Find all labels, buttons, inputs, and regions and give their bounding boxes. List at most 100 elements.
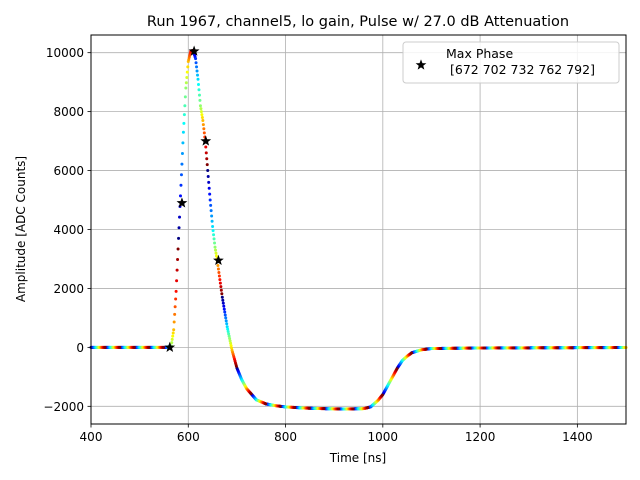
pulse-sample-point <box>208 192 212 196</box>
pulse-sample-point <box>204 151 208 155</box>
pulse-sample-point <box>195 69 199 73</box>
max-phase-markers <box>164 45 224 352</box>
pulse-sample-point <box>219 288 223 292</box>
y-tick-label: −2000 <box>43 400 84 414</box>
pulse-sample-point <box>196 83 200 87</box>
pulse-sample-point <box>234 364 238 368</box>
pulse-sample-point <box>229 341 233 345</box>
pulse-sample-point <box>395 367 399 371</box>
x-axis-ticks: 400 600 800 1000 1200 1400 <box>80 424 593 444</box>
pulse-sample-point <box>307 406 311 410</box>
grid-lines <box>90 35 626 424</box>
pulse-sample-point <box>293 405 297 409</box>
pulse-scatter <box>89 48 628 411</box>
pulse-sample-point <box>183 104 187 108</box>
pulse-sample-point <box>225 325 229 329</box>
pulse-sample-point <box>278 404 282 408</box>
pulse-sample-point <box>174 297 178 301</box>
y-axis-ticks: −2000 0 2000 4000 6000 8000 10000 <box>43 46 91 414</box>
pulse-sample-point <box>175 279 179 283</box>
pulse-sample-point <box>184 86 188 90</box>
pulse-sample-point <box>213 241 217 245</box>
x-tick-label: 400 <box>80 430 103 444</box>
pulse-sample-point <box>220 292 224 296</box>
pulse-sample-point <box>207 180 211 184</box>
pulse-sample-point <box>366 406 370 410</box>
pulse-sample-point <box>225 322 229 326</box>
pulse-sample-point <box>103 345 107 349</box>
pulse-sample-point <box>179 183 183 187</box>
pulse-sample-point <box>599 346 603 350</box>
x-tick-label: 1200 <box>465 430 496 444</box>
pulse-sample-point <box>214 251 218 255</box>
legend-star-icon <box>415 59 427 70</box>
y-tick-label: 0 <box>76 341 84 355</box>
pulse-sample-point <box>541 346 545 350</box>
legend: Max Phase [672 702 732 762 792] <box>402 41 620 84</box>
pulse-sample-point <box>197 88 201 92</box>
pulse-sample-point <box>198 104 202 108</box>
pulse-sample-point <box>209 209 213 213</box>
pulse-sample-point <box>614 346 618 350</box>
pulse-sample-point <box>175 268 179 272</box>
pulse-sample-point <box>585 346 589 350</box>
pulse-sample-point <box>217 274 221 278</box>
x-axis-label: Time [ns] <box>329 451 386 465</box>
pulse-sample-point <box>204 145 208 149</box>
pulse-sample-point <box>212 237 216 241</box>
pulse-sample-point <box>185 70 189 74</box>
legend-box <box>402 41 620 84</box>
max-phase-star <box>213 254 224 266</box>
pulse-sample-point <box>214 248 218 252</box>
pulse-sample-point <box>198 98 202 102</box>
pulse-sample-point <box>212 233 216 237</box>
pulse-sample-point <box>224 319 228 323</box>
pulse-sample-point <box>424 347 428 351</box>
pulse-sample-point <box>223 313 227 317</box>
pulse-sample-point <box>229 344 233 348</box>
pulse-sample-point <box>468 346 472 350</box>
pulse-sample-point <box>181 141 185 145</box>
pulse-sample-point <box>182 121 186 125</box>
pulse-sample-point <box>227 332 231 336</box>
pulse-sample-point <box>179 173 183 177</box>
pulse-sample-point <box>214 254 218 258</box>
y-tick-label: 6000 <box>53 164 84 178</box>
pulse-sample-point <box>207 186 211 190</box>
pulse-sample-point <box>132 345 136 349</box>
pulse-sample-point <box>209 203 213 207</box>
pulse-sample-point <box>200 116 204 120</box>
pulse-sample-point <box>184 81 188 85</box>
pulse-sample-point <box>176 247 180 251</box>
pulse-sample-point <box>211 229 215 233</box>
pulse-sample-point <box>147 345 151 349</box>
pulse-sample-point <box>202 127 206 131</box>
pulse-sample-point <box>118 345 122 349</box>
x-tick-label: 600 <box>177 430 200 444</box>
pulse-sample-point <box>185 75 189 79</box>
pulse-sample-point <box>195 65 199 69</box>
pulse-sample-point <box>222 304 226 308</box>
pulse-sample-point <box>173 312 177 316</box>
pulse-sample-point <box>219 285 223 289</box>
legend-values: [672 702 732 762 792] <box>450 62 595 77</box>
pulse-sample-point <box>194 57 198 61</box>
pulse-sample-point <box>181 130 185 134</box>
pulse-sample-point <box>205 157 209 161</box>
pulse-sample-point <box>178 194 182 198</box>
pulse-sample-point <box>206 174 210 178</box>
max-phase-star <box>188 45 200 56</box>
pulse-sample-point <box>227 334 231 338</box>
legend-label: Max Phase <box>446 46 513 61</box>
pulse-sample-point <box>199 110 203 114</box>
pulse-sample-point <box>200 113 204 117</box>
pulse-sample-point <box>180 162 184 166</box>
pulse-sample-point <box>222 307 226 311</box>
pulse-sample-point <box>228 339 232 343</box>
pulse-sample-point <box>161 345 165 349</box>
pulse-sample-point <box>217 271 221 275</box>
chart-title: Run 1967, channel5, lo gain, Pulse w/ 27… <box>147 14 569 30</box>
pulse-sample-point <box>211 225 215 229</box>
pulse-sample-point <box>210 214 214 218</box>
